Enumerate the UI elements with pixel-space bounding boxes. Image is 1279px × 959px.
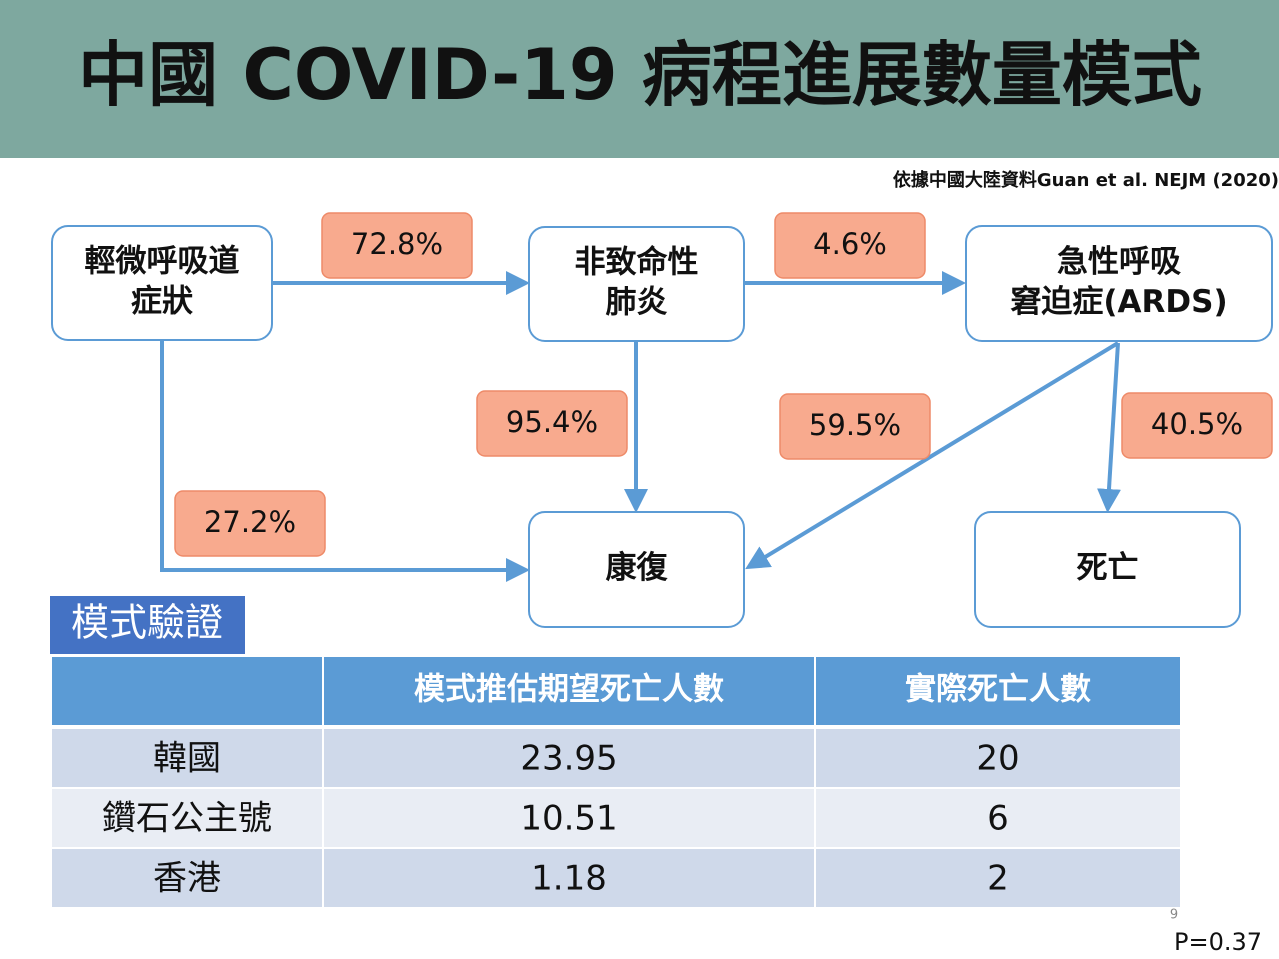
table-cell-text: 香港 (153, 859, 221, 899)
table-cell-text: 鑽石公主號 (102, 799, 272, 839)
edge-label: 72.8% (351, 227, 443, 261)
edge-label: 95.4% (506, 405, 598, 439)
table-cell (816, 849, 1180, 907)
table-cell-text: 2 (987, 859, 1009, 899)
edge-label-box (476, 390, 628, 457)
node-label: 症狀 (131, 284, 193, 320)
edge-label-box (779, 393, 931, 460)
table-cell (324, 729, 814, 787)
table-cell (52, 729, 322, 787)
table-cell (324, 789, 814, 847)
node-box (965, 225, 1273, 342)
node-label: 急性呼吸 (1057, 244, 1181, 280)
edge-labels: 72.8% 4.6% 95.4% 59.5% 40.5% 27.2% (174, 212, 1273, 557)
edge-label-box (174, 490, 326, 557)
table-cell (324, 849, 814, 907)
section-label-box (50, 596, 245, 654)
table-cell-text: 20 (976, 739, 1019, 779)
table-cell-text: 23.95 (520, 739, 617, 779)
edge-label-box (774, 212, 926, 279)
header-band (0, 0, 1279, 158)
arrow (1097, 342, 1121, 513)
edge-label: 27.2% (204, 505, 296, 539)
node-label: 窘迫症(ARDS) (1010, 284, 1227, 320)
node-label: 死亡 (1077, 550, 1139, 586)
edge-label-box (321, 212, 473, 279)
table-header: 實際死亡人數 (905, 672, 1091, 708)
arrow (160, 340, 530, 582)
node-box (528, 226, 745, 342)
node-label: 非致命性 (575, 245, 699, 281)
table-cell (52, 849, 322, 907)
edge-label: 40.5% (1151, 407, 1243, 441)
node-box (528, 511, 745, 628)
table-cell-text: 10.51 (520, 799, 617, 839)
page-number: 9 (1170, 908, 1178, 923)
arrow (745, 341, 1120, 570)
source: 依據中國大陸資料Guan et al. NEJM (2020) (893, 169, 1279, 191)
node-box (974, 511, 1241, 628)
section-label: 模式驗證 (71, 601, 223, 645)
table-header: 模式推估期望死亡人數 (414, 672, 724, 708)
edge-label: 4.6% (813, 227, 887, 261)
table-cell-text: 1.18 (531, 859, 607, 899)
table-cell (816, 729, 1180, 787)
table-cell (52, 789, 322, 847)
table-cell-text: 6 (987, 799, 1009, 839)
node-label: 肺炎 (606, 285, 668, 321)
node-box (51, 225, 273, 341)
table-cell-text: 韓國 (153, 739, 221, 779)
node-label: 康復 (606, 550, 669, 586)
edge-label: 59.5% (809, 408, 901, 442)
table-cell (816, 789, 1180, 847)
table-header-bg (52, 657, 1180, 725)
title: 中國 COVID-19 病程進展數量模式 (78, 34, 1202, 116)
edge-label-box (1121, 392, 1273, 459)
node-label: 輕微呼吸道 (85, 244, 240, 280)
p-value: P=0.37 (1174, 928, 1262, 956)
